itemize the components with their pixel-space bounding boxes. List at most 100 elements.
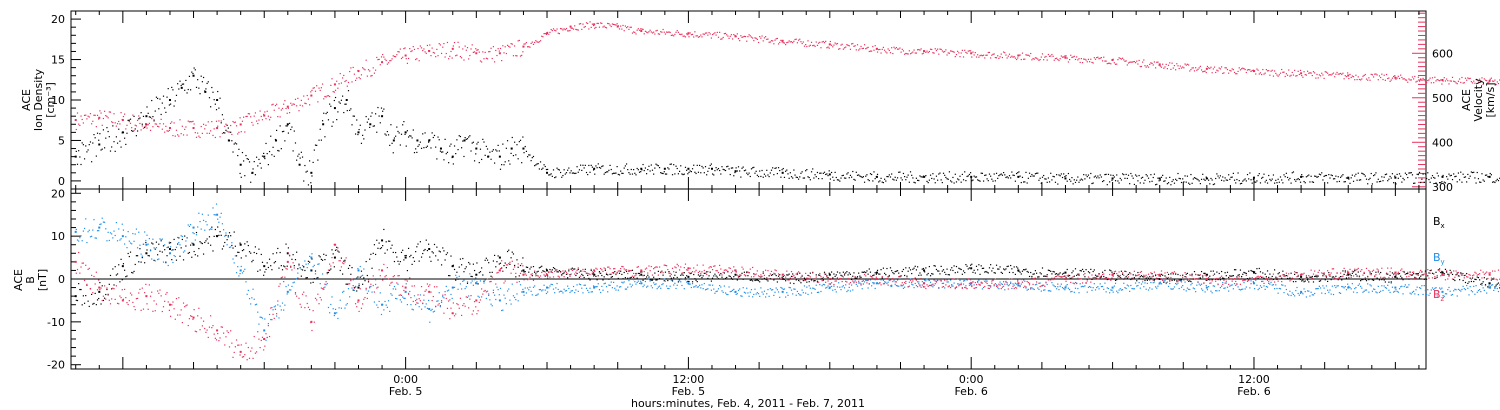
velocity-sample [384,58,386,60]
bx-sample [813,280,815,282]
velocity-sample [306,94,308,97]
density-sample [476,143,478,145]
density-sample [931,177,933,180]
bx-sample [576,272,578,275]
velocity-sample [140,129,142,131]
bx-sample [785,280,787,282]
density-sample [365,115,367,118]
density-sample [254,174,257,176]
velocity-sample [660,31,662,33]
density-sample [1409,172,1411,174]
density-sample [320,139,322,141]
velocity-sample [768,41,770,43]
bx-sample [217,226,219,228]
density-sample [962,179,965,181]
bx-sample [296,251,298,253]
velocity-sample [971,56,973,58]
velocity-sample [1158,64,1160,66]
velocity-sample [977,54,979,56]
bx-sample [802,279,804,282]
velocity-sample [711,33,714,36]
bx-sample [1493,278,1495,280]
velocity-sample [1271,69,1273,71]
velocity-sample [1068,59,1071,61]
bx-sample [1486,278,1488,280]
density-sample [205,88,207,90]
velocity-sample [1330,74,1332,76]
velocity-point [1488,79,1491,82]
density-sample [424,132,426,134]
velocity-sample [1232,69,1234,71]
velocity-sample [258,119,260,121]
bx-sample [1164,275,1166,277]
density-sample [955,181,958,183]
velocity-sample [1264,72,1266,74]
velocity-sample [797,39,800,41]
density-sample [532,155,535,158]
velocity-sample [940,48,942,51]
velocity-sample [1166,68,1168,70]
bx-sample [1189,280,1191,282]
bx-sample [1150,277,1152,279]
density-sample [521,162,523,164]
velocity-sample [452,45,454,47]
velocity-sample [682,35,684,37]
bx-sample [1159,275,1161,277]
velocity-sample [1471,82,1474,84]
bx-sample [429,256,431,258]
bx-sample [913,267,915,269]
bx-sample [800,282,802,284]
bx-sample [801,275,803,277]
density-sample [83,158,86,160]
bx-sample [332,253,334,255]
bx-sample [369,258,371,260]
density-sample [395,135,397,137]
density-sample [815,176,817,178]
density-sample [1165,177,1167,179]
density-sample [920,176,922,178]
density-sample [1242,180,1244,182]
velocity-sample [272,103,274,105]
density-sample [493,162,496,164]
density-sample [1475,182,1477,184]
density-sample [1142,176,1144,178]
velocity-sample [772,40,774,42]
density-sample [380,107,383,109]
density-sample [624,165,626,167]
density-sample [1150,174,1152,176]
bx-sample [1126,277,1128,279]
velocity-sample [1190,68,1192,71]
velocity-sample [264,111,266,113]
density-sample [906,176,908,178]
density-sample [1411,174,1414,176]
velocity-sample [147,124,149,126]
velocity-sample [901,48,903,50]
density-sample [888,174,890,176]
velocity-sample [829,40,831,43]
density-sample [965,180,967,182]
velocity-sample [1089,61,1091,63]
velocity-sample [410,50,412,53]
bx-sample [463,271,465,273]
bx-sample [448,274,450,277]
bx-sample [516,259,518,261]
bx-sample [1303,281,1305,283]
velocity-sample [889,52,892,54]
bx-sample [1007,265,1009,267]
velocity-sample [1228,72,1230,74]
velocity-sample [530,42,532,45]
bx-sample [1010,264,1012,267]
density-sample [228,140,231,142]
density-sample [734,171,736,174]
velocity-sample [396,54,398,56]
density-sample [1127,174,1130,176]
density-sample [761,169,763,172]
density-sample [908,181,910,183]
bx-sample [568,270,570,272]
density-sample [747,173,749,176]
bx-sample [120,258,122,260]
velocity-sample [1211,72,1213,74]
density-sample [1159,179,1161,181]
velocity-sample [1350,76,1352,79]
bx-sample [1469,277,1471,279]
